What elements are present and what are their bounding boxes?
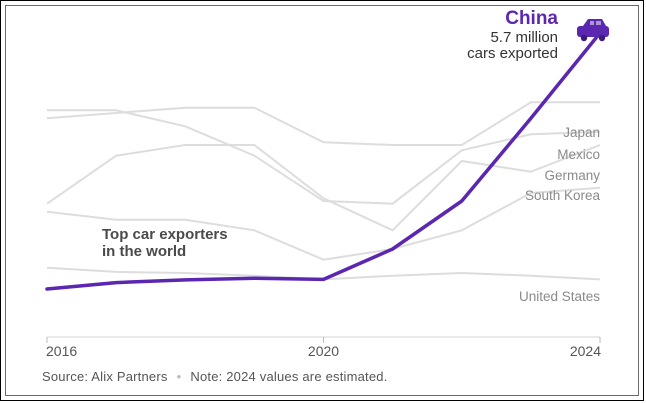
series-label-south-korea: South Korea bbox=[525, 188, 601, 203]
series-label-japan: Japan bbox=[563, 125, 600, 140]
car-icon bbox=[577, 19, 609, 42]
series-label-united-states: United States bbox=[519, 289, 600, 304]
source-note: Source: Alix Partners bbox=[42, 369, 168, 384]
series-line-mexico bbox=[47, 109, 601, 205]
x-tick-label: 2020 bbox=[308, 343, 339, 359]
inner-frame bbox=[5, 5, 639, 396]
x-axis-ticks: 2016 2020 2024 bbox=[46, 337, 601, 359]
china-value-label: 5.7 million bbox=[490, 29, 558, 46]
annotation-line-2: in the world bbox=[102, 243, 186, 260]
china-value-label-2: cars exported bbox=[467, 45, 558, 62]
series-line-south-korea bbox=[46, 186, 601, 261]
series-line-germany bbox=[46, 144, 601, 232]
series-labels: Japan Mexico Germany South Korea United Stat… bbox=[519, 125, 601, 304]
other-countries-lines bbox=[46, 101, 601, 281]
x-tick-label: 2016 bbox=[46, 343, 77, 359]
series-line-japan bbox=[46, 101, 600, 146]
footer-separator: • bbox=[176, 369, 182, 384]
x-tick-label: 2024 bbox=[570, 343, 601, 359]
china-label: China bbox=[505, 8, 558, 29]
annotation-line-1: Top car exporters bbox=[102, 226, 228, 243]
series-label-germany: Germany bbox=[544, 168, 600, 183]
series-label-mexico: Mexico bbox=[557, 147, 600, 162]
chart-footer: Source: Alix Partners • Note: 2024 values … bbox=[42, 369, 388, 384]
estimate-note: Note: 2024 values are estimated. bbox=[190, 369, 388, 384]
china-line bbox=[45, 31, 602, 291]
